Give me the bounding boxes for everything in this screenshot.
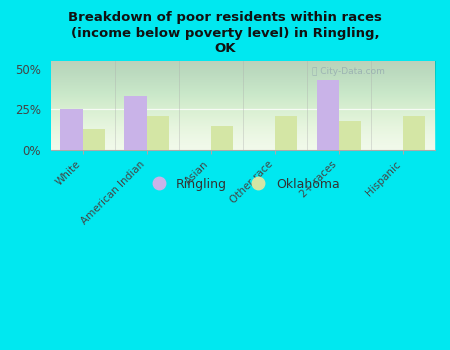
Bar [124, 96, 147, 150]
Text: Breakdown of poor residents within races
(income below poverty level) in Ringlin: Breakdown of poor residents within races… [68, 10, 382, 56]
Legend: Ringling, Oklahoma: Ringling, Oklahoma [141, 173, 345, 196]
Bar [316, 80, 339, 150]
Bar [83, 129, 105, 150]
Bar [211, 126, 233, 150]
Bar [60, 109, 83, 150]
Bar [339, 121, 361, 150]
Text: ⓒ City-Data.com: ⓒ City-Data.com [312, 67, 385, 76]
Bar [275, 116, 297, 150]
Bar [403, 116, 425, 150]
Bar [147, 116, 169, 150]
